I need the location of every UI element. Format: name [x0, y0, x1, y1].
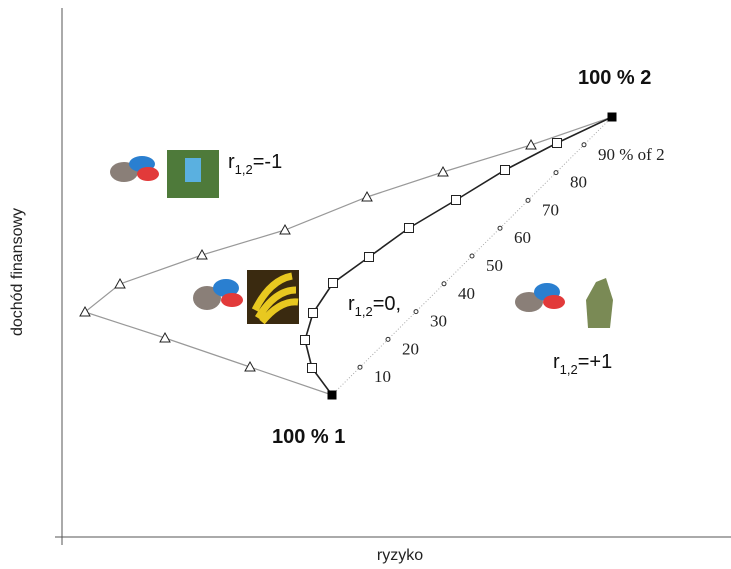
correlation-suffix: =+1 — [578, 351, 612, 373]
x-axis-label: ryzyko — [377, 547, 423, 564]
square-marker — [301, 336, 310, 345]
triangle-marker — [245, 362, 255, 371]
weight-marker — [498, 226, 502, 230]
weight-marker — [386, 337, 390, 341]
triangle-marker — [280, 225, 290, 234]
weight-marker — [582, 143, 586, 147]
triangle-marker — [80, 307, 90, 316]
square-marker — [309, 309, 318, 318]
correlation-label: r1,2=+1 — [553, 351, 612, 377]
square-marker — [452, 196, 461, 205]
correlation-subscript: 1,2 — [560, 362, 578, 377]
weight-marker — [470, 254, 474, 258]
asset-1-label: 100 % 1 — [272, 426, 345, 448]
correlation-subscript: 1,2 — [235, 162, 253, 177]
square-marker — [501, 166, 510, 175]
square-marker — [553, 139, 562, 148]
y-axis-label: dochód finansowy — [9, 208, 26, 336]
weight-label: 70 — [542, 200, 559, 219]
triangle-marker — [160, 333, 170, 342]
weight-label: 20 — [402, 339, 419, 358]
weight-marker — [442, 282, 446, 286]
square-marker — [365, 253, 374, 262]
frontier-outer — [85, 117, 612, 395]
frontier-middle — [305, 117, 612, 395]
correlation-suffix: =0, — [373, 293, 401, 315]
asset-2-label: 100 % 2 — [578, 67, 651, 89]
endpoint-marker — [608, 113, 617, 122]
weight-label: 40 — [458, 284, 475, 303]
square-marker — [405, 224, 414, 233]
icon-group — [110, 150, 613, 328]
triangle-marker — [115, 279, 125, 288]
square-marker — [329, 279, 338, 288]
weight-marker — [414, 310, 418, 314]
diagram: ryzyko dochód finansowy 100 % 1 100 % 2 … — [0, 0, 731, 569]
square-marker — [308, 364, 317, 373]
weight-label: 60 — [514, 228, 531, 247]
weight-label: 30 — [430, 312, 447, 331]
triangle-marker — [526, 140, 536, 149]
triangle-marker — [362, 192, 372, 201]
weight-label: 90 % of 2 — [598, 145, 665, 164]
endpoint-marker — [328, 391, 337, 400]
weight-label: 80 — [570, 173, 587, 192]
correlation-suffix: =-1 — [253, 151, 282, 173]
weight-label: 50 — [486, 256, 503, 275]
weight-marker — [526, 198, 530, 202]
weight-marker — [554, 171, 558, 175]
correlation-label: r1,2=-1 — [228, 151, 282, 177]
weight-label: 10 — [374, 367, 391, 386]
correlation-label: r1,2=0, — [348, 293, 401, 319]
correlation-subscript: 1,2 — [355, 304, 373, 319]
weight-marker — [358, 365, 362, 369]
